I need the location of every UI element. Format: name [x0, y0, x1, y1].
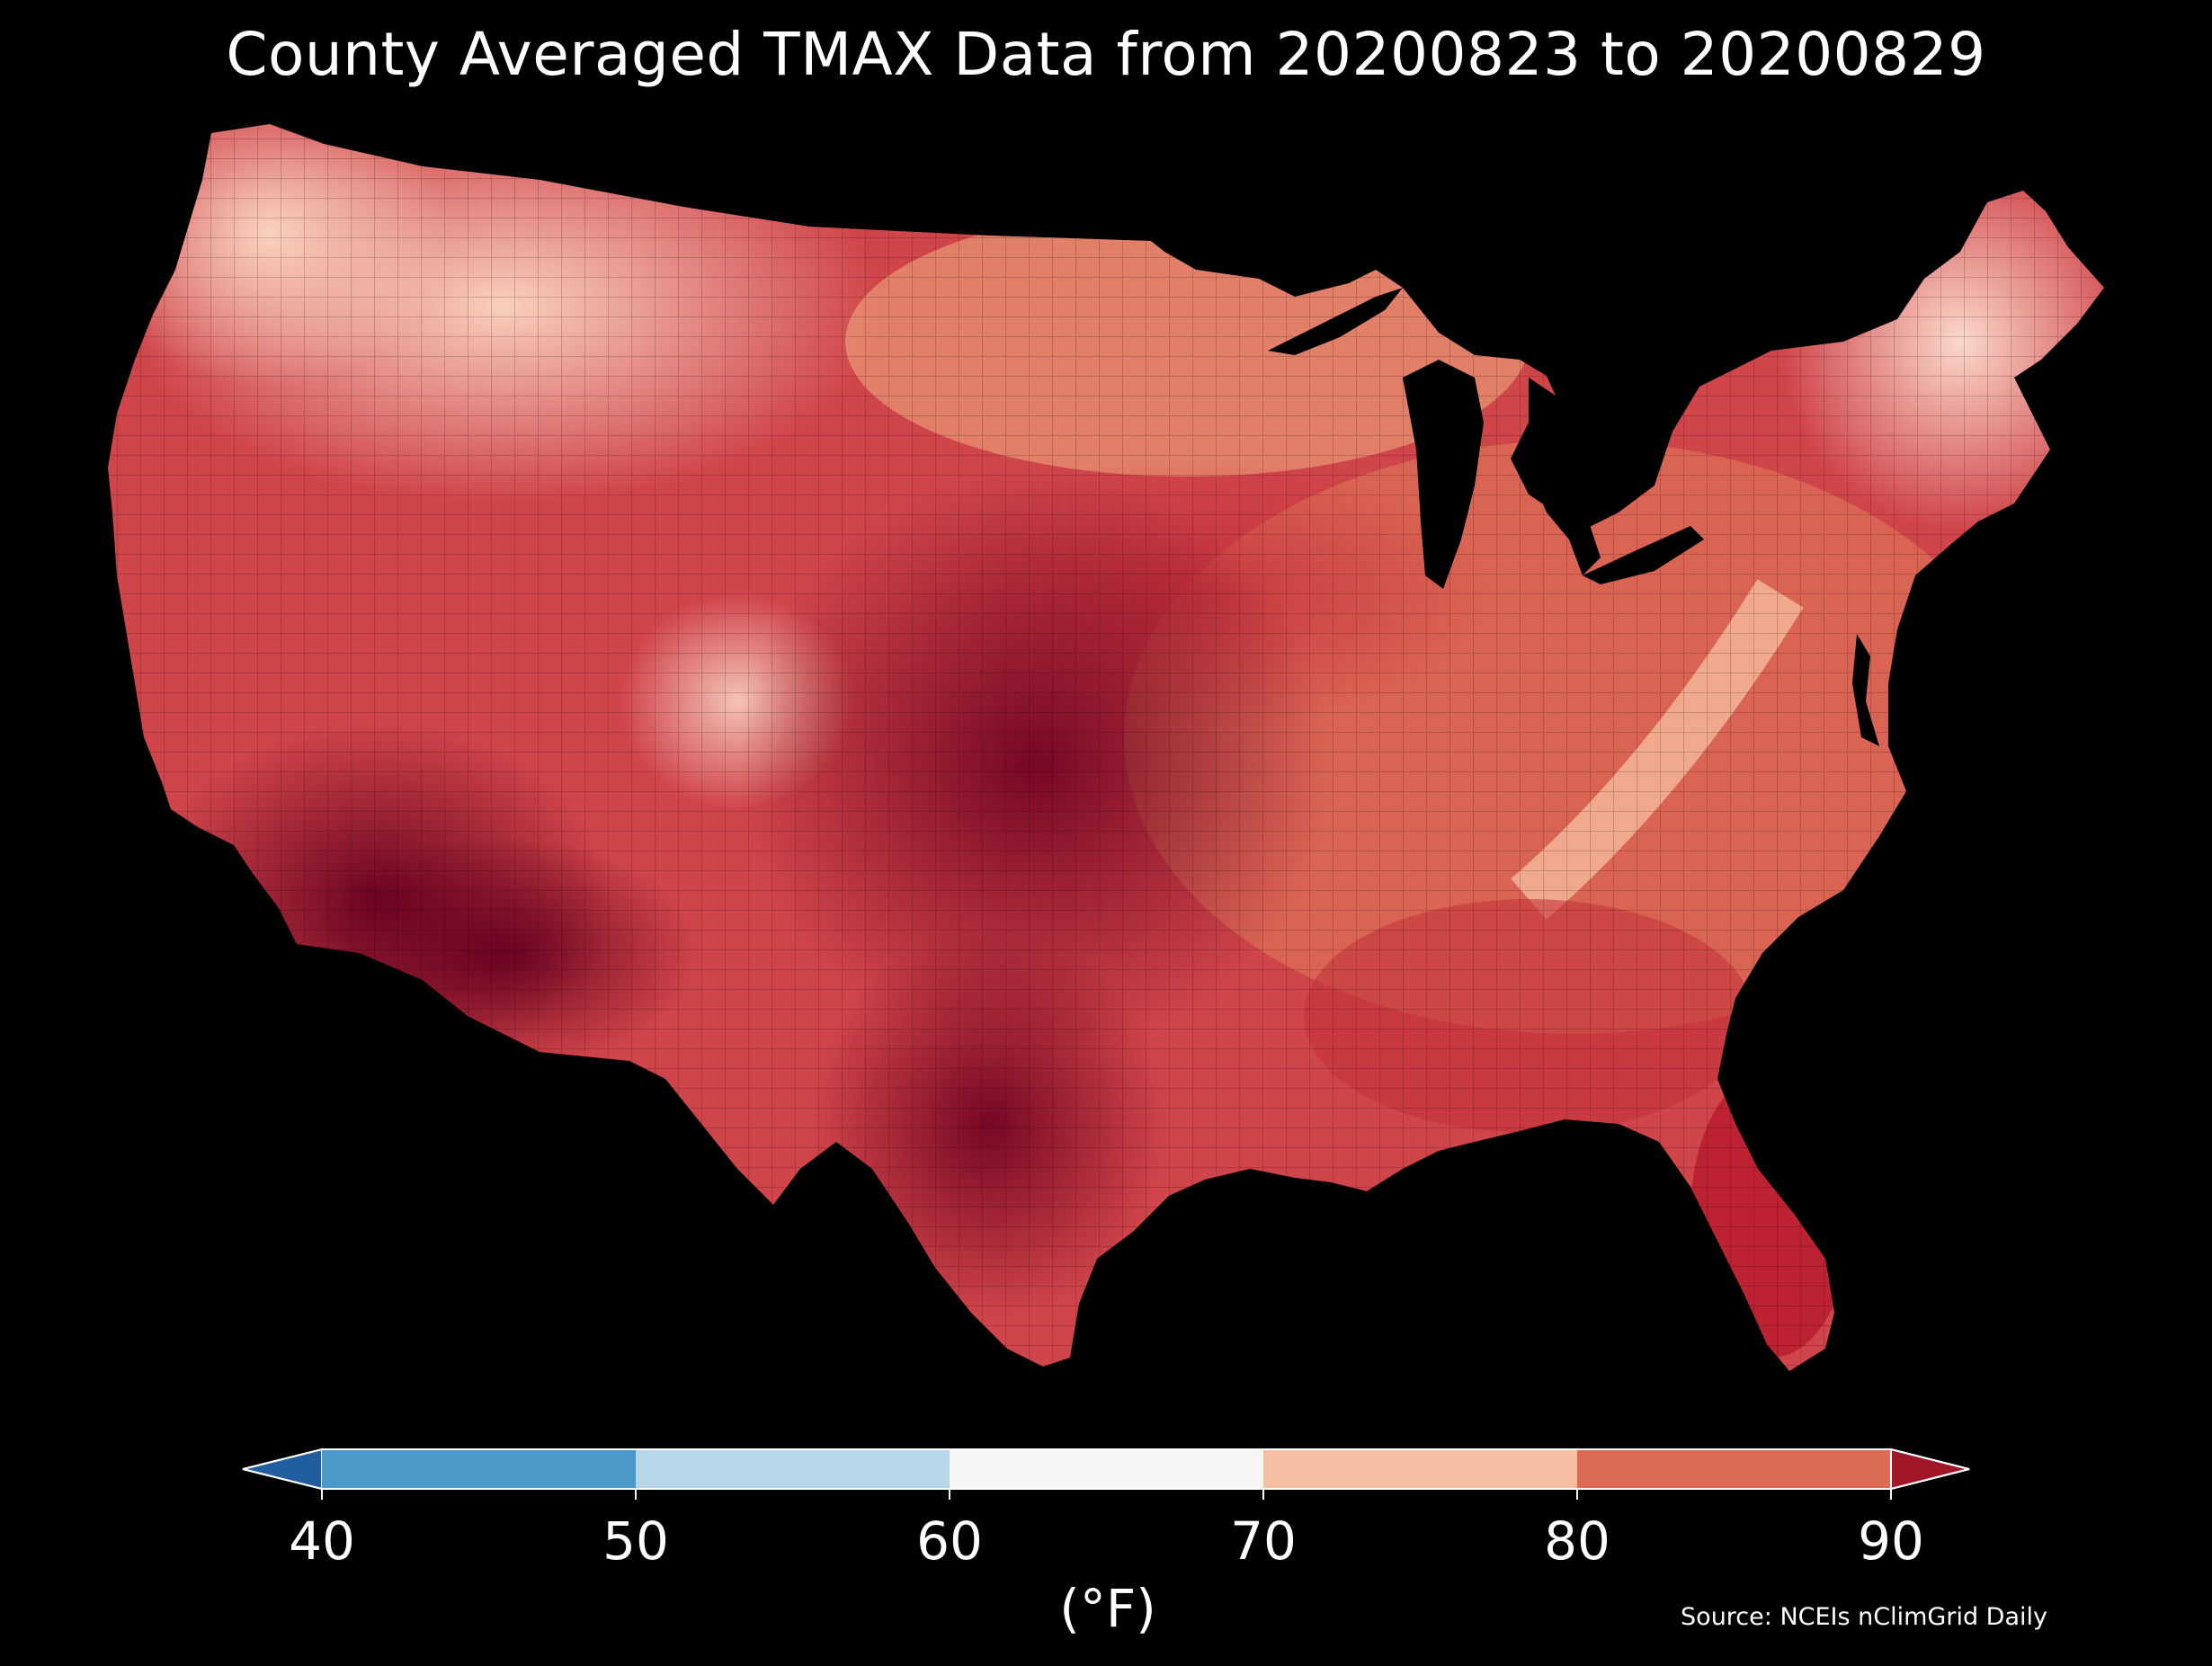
colorbar-bin-70-80: [1263, 1449, 1577, 1489]
colorbar-tick-60: 60: [916, 1510, 983, 1572]
colorbar-bin-80-90: [1577, 1449, 1891, 1489]
colorbar-under-arrow: [242, 1448, 323, 1491]
chesapeake-bay: [1852, 634, 1879, 746]
lake-erie: [1583, 526, 1704, 584]
colorbar-tick-50: 50: [602, 1510, 669, 1572]
colorbar-bin-40-50: [322, 1449, 636, 1489]
colorbar: [242, 1448, 1970, 1500]
lake-huron: [1529, 378, 1601, 575]
colorbar-over-arrow: [1890, 1448, 1970, 1491]
colorbar-bin-60-70: [950, 1449, 1263, 1489]
lake-superior: [1268, 288, 1403, 355]
colorbar-bin-50-60: [636, 1449, 950, 1489]
colorbar-unit-label: (°F): [1059, 1578, 1156, 1639]
source-credit: Source: NCEIs nClimGrid Daily: [1681, 1603, 2047, 1631]
colorbar-tick-80: 80: [1544, 1510, 1610, 1572]
colorbar-tick-90: 90: [1858, 1510, 1924, 1572]
colorbar-tick-40: 40: [289, 1510, 355, 1572]
map-title: County Averaged TMAX Data from 20200823 …: [226, 20, 1986, 89]
colorbar-tick-70: 70: [1230, 1510, 1297, 1572]
lake-michigan: [1403, 360, 1484, 589]
conus-fill: [108, 124, 2104, 1371]
